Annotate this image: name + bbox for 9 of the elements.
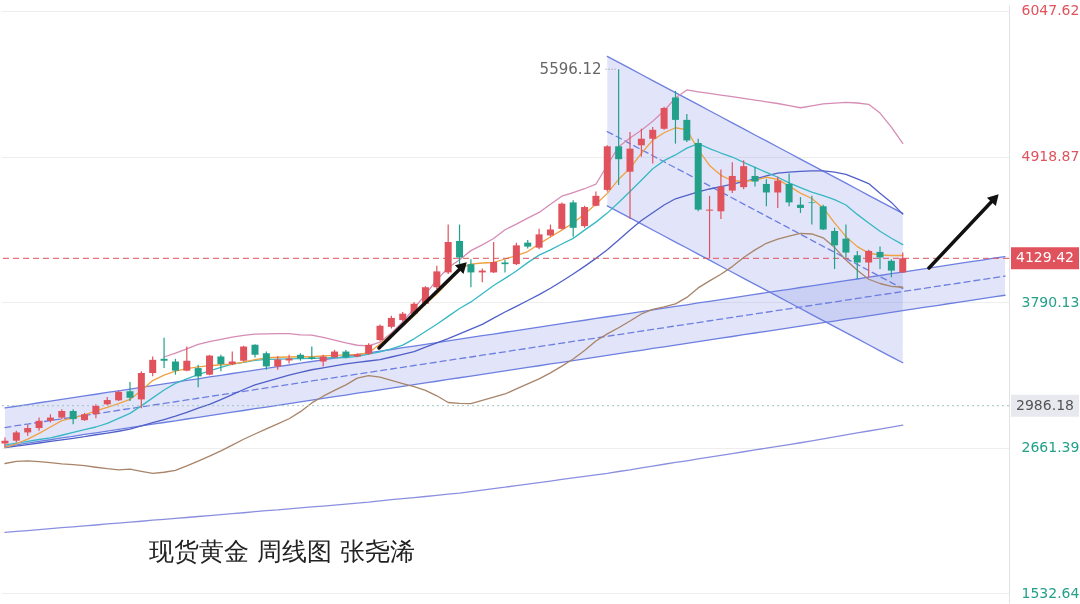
y-tick-label: 2661.39	[1021, 439, 1080, 456]
ref-line-label: 4129.42	[1016, 249, 1074, 266]
y-tick-label: 4918.87	[1021, 148, 1080, 165]
text: 现货黄金 周线图 张尧浠	[149, 537, 415, 566]
y-tick-label: 3790.13	[1021, 293, 1080, 310]
annotation: 5596.12	[539, 60, 602, 79]
y-tick-label: 6047.62	[1021, 2, 1080, 19]
y-tick-label: 1532.64	[1021, 584, 1080, 601]
ref-line-label: 2986.18	[1016, 396, 1074, 413]
